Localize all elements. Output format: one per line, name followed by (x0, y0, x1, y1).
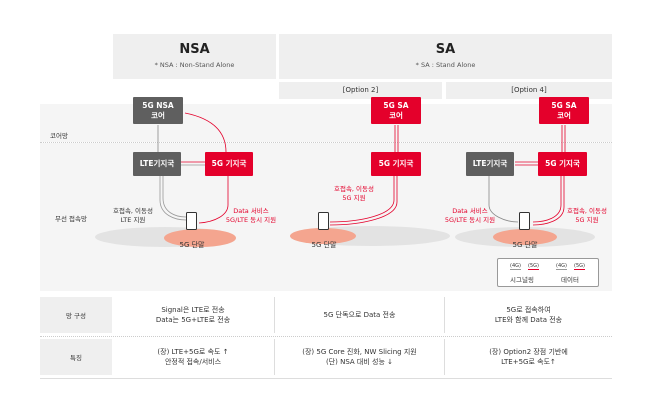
nsa-5g-core-link (184, 112, 227, 153)
table-cell: 5G 단독으로 Data 전송 (275, 297, 445, 333)
opt4-left-note: Data 서비스 5G/LTE 동시 지원 (444, 207, 496, 224)
opt4-lte-bs: LTE기지국 (466, 152, 514, 176)
table-cell: Signal은 LTE로 전송 Data는 5G+LTE로 전송 (112, 297, 275, 333)
opt2-sa-core-box: 5G SA 코어 (371, 97, 421, 124)
opt2-note: 호접속, 이동성 5G 지원 (333, 185, 374, 202)
sa-header: SA * SA : Stand Alone (279, 34, 612, 79)
legend-signaling-label: 시그널링 (510, 276, 534, 284)
diagram-lines (95, 112, 595, 247)
sa-core-label-2: 코어 (557, 110, 571, 120)
nsa-coverage-5g (164, 229, 236, 247)
table-cell: (장) LTE+5G로 속도 ↑ 안정적 접속/서비스 (112, 339, 275, 375)
option-4-header: [Option 4] (446, 82, 612, 99)
table-cell: 5G로 접속하여 LTE와 함께 Data 전송 (494, 305, 563, 324)
nsa-title: NSA (179, 42, 210, 57)
opt4-5g-bs: 5G 기지국 (538, 152, 587, 176)
opt4-phone-icon (519, 212, 530, 230)
legend: (4G) (5G) (4G) (5G) 시그널링 데이터 (497, 258, 599, 287)
legend-data-4g: (4G) (556, 263, 567, 270)
option-2-header: [Option 2] (279, 82, 442, 99)
nsa-5g-bs: 5G 기지국 (205, 152, 253, 176)
nsa-core-box: 5G NSA 코어 (133, 97, 183, 124)
legend-signal-4g: (4G) (510, 263, 521, 270)
sa-core-label-1: 5G SA (383, 101, 409, 111)
nsa-right-note: Data 서비스 5G/LTE 동시 지원 (225, 207, 277, 224)
row-label-core: 코어망 (50, 132, 68, 140)
table-divider (40, 336, 612, 337)
nsa-core-label-2: 코어 (151, 110, 165, 120)
legend-data-5g: (5G) (574, 263, 585, 270)
opt4-sa-core-box: 5G SA 코어 (539, 97, 589, 124)
legend-data-label: 데이터 (561, 276, 579, 284)
nsa-core-label-1: 5G NSA (142, 101, 174, 111)
opt4-coverage-5g (493, 229, 557, 245)
opt2-phone-icon (318, 212, 329, 230)
sa-title: SA (435, 42, 456, 57)
legend-signal-5g: (5G) (528, 263, 539, 270)
nsa-header: NSA * NSA : Non-Stand Alone (113, 34, 276, 79)
sa-core-label-2: 코어 (389, 110, 403, 120)
row-label: 특징 (40, 339, 112, 375)
table-cell: (장) Option2 장점 기반에 LTE+5G로 속도↑ (489, 347, 568, 366)
nsa-terminal-label: 5G 단말 (179, 241, 205, 249)
nsa-phone-icon (186, 212, 197, 230)
row-divider (40, 142, 612, 143)
table-bottom-border (40, 378, 612, 379)
table-cell: (장) 5G Core 진화, NW Slicing 지원 (단) NSA 대비 … (275, 339, 445, 375)
opt2-5g-bs: 5G 기지국 (371, 152, 421, 176)
opt4-terminal-label: 5G 단말 (512, 241, 538, 249)
row-label-radio: 무선 접속망 (55, 215, 87, 223)
opt4-right-note: 호접속, 이동성 5G 지원 (566, 207, 607, 224)
opt2-terminal-label: 5G 단말 (311, 241, 337, 249)
nsa-left-note: 호접속, 이동성 LTE 지원 (112, 207, 153, 224)
opt2-coverage-5g (290, 228, 356, 244)
nsa-subtitle: * NSA : Non-Stand Alone (154, 61, 235, 69)
nsa-lte-bs: LTE기지국 (133, 152, 181, 176)
row-label: 망 구성 (40, 297, 112, 333)
table-row: 특징 (장) LTE+5G로 속도 ↑ 안정적 접속/서비스 (장) 5G Cor… (40, 339, 612, 375)
sa-subtitle: * SA : Stand Alone (415, 61, 476, 69)
sa-core-label-1: 5G SA (551, 101, 577, 111)
table-row: 망 구성 Signal은 LTE로 전송 Data는 5G+LTE로 전송 5G … (40, 297, 612, 333)
